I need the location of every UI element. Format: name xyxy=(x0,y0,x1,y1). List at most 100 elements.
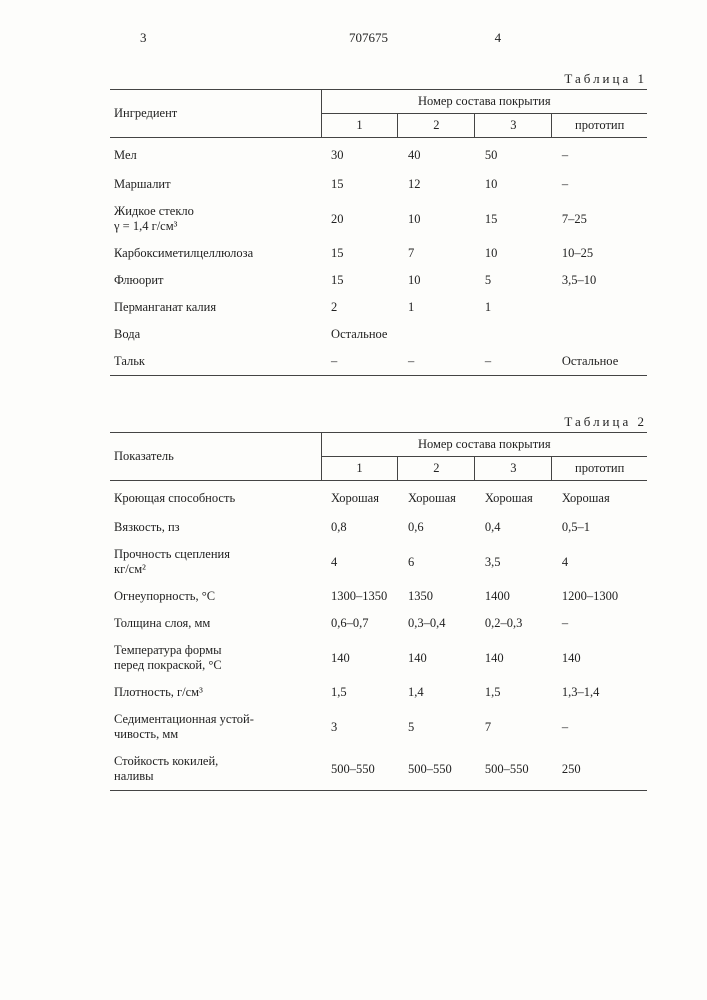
row-label: Седиментационная устой-чивость, мм xyxy=(110,706,321,748)
row-label: Прочность сцеплениякг/см² xyxy=(110,541,321,583)
row-label: Толщина слоя, мм xyxy=(110,610,321,637)
table-cell: 500–550 xyxy=(321,748,398,791)
table-row: Вязкость, пз0,80,60,40,5–1 xyxy=(110,514,647,541)
table-cell: 5 xyxy=(398,706,475,748)
table-row: Перманганат калия211 xyxy=(110,294,647,321)
table-cell: 1 xyxy=(475,294,552,321)
table-cell: 1,5 xyxy=(321,679,398,706)
table-row: Мел304050– xyxy=(110,138,647,172)
table-row: Седиментационная устой-чивость, мм357– xyxy=(110,706,647,748)
table-row: Плотность, г/см³1,51,41,51,3–1,4 xyxy=(110,679,647,706)
table-cell: 10–25 xyxy=(552,240,647,267)
table-cell: 140 xyxy=(398,637,475,679)
table1-col-3: 3 xyxy=(475,114,552,138)
table-cell: 30 xyxy=(321,138,398,172)
table-cell: 0,6–0,7 xyxy=(321,610,398,637)
row-label: Вязкость, пз xyxy=(110,514,321,541)
table-cell: 500–550 xyxy=(475,748,552,791)
table-cell xyxy=(398,321,475,348)
row-label: Температура формыперед покраской, °С xyxy=(110,637,321,679)
table-cell: 250 xyxy=(552,748,647,791)
table-cell: 500–550 xyxy=(398,748,475,791)
table-cell: 3,5 xyxy=(475,541,552,583)
page-number-right: 4 xyxy=(445,30,647,46)
table-cell: 3,5–10 xyxy=(552,267,647,294)
table-cell: 0,4 xyxy=(475,514,552,541)
table-cell: 15 xyxy=(321,267,398,294)
table-cell: – xyxy=(475,348,552,376)
table1-caption: Таблица 1 xyxy=(110,71,647,87)
table-cell: Хорошая xyxy=(552,481,647,515)
table1-header-span: Номер состава покрытия xyxy=(321,90,647,114)
table2-col-3: 3 xyxy=(475,457,552,481)
row-label: Перманганат калия xyxy=(110,294,321,321)
table-cell: 10 xyxy=(398,267,475,294)
table-cell: Хорошая xyxy=(321,481,398,515)
table-row: Карбоксиметилцеллюлоза1571010–25 xyxy=(110,240,647,267)
row-label: Мел xyxy=(110,138,321,172)
table-cell: 7 xyxy=(475,706,552,748)
table-row: Флюорит151053,5–10 xyxy=(110,267,647,294)
table2: Показатель Номер состава покрытия 1 2 3 … xyxy=(110,432,647,799)
table-cell: – xyxy=(321,348,398,376)
table-cell: 20 xyxy=(321,198,398,240)
table-cell: 0,2–0,3 xyxy=(475,610,552,637)
row-label: Тальк xyxy=(110,348,321,376)
table1-col-proto: прототип xyxy=(552,114,647,138)
table-cell: – xyxy=(552,171,647,198)
table-cell xyxy=(475,321,552,348)
table-cell: 10 xyxy=(398,198,475,240)
table-row: Кроющая способностьХорошаяХорошаяХорошая… xyxy=(110,481,647,515)
table-cell: 40 xyxy=(398,138,475,172)
table-row: Жидкое стеклоγ = 1,4 г/см³2010157–25 xyxy=(110,198,647,240)
table-cell: 1,5 xyxy=(475,679,552,706)
table-cell: 140 xyxy=(552,637,647,679)
table-cell: 1200–1300 xyxy=(552,583,647,610)
table-cell xyxy=(552,294,647,321)
table-row: ВодаОстальное xyxy=(110,321,647,348)
table-cell: 1350 xyxy=(398,583,475,610)
table-cell: Хорошая xyxy=(475,481,552,515)
table-row: Толщина слоя, мм0,6–0,70,3–0,40,2–0,3– xyxy=(110,610,647,637)
table-cell: 0,8 xyxy=(321,514,398,541)
table-cell: 3 xyxy=(321,706,398,748)
table-row: Стойкость кокилей,наливы500–550500–55050… xyxy=(110,748,647,791)
table-cell: 1300–1350 xyxy=(321,583,398,610)
row-label: Маршалит xyxy=(110,171,321,198)
table1-col-1: 1 xyxy=(321,114,398,138)
table-cell: 6 xyxy=(398,541,475,583)
table-row: Прочность сцеплениякг/см²463,54 xyxy=(110,541,647,583)
table2-header-indicator: Показатель xyxy=(110,433,321,481)
table-cell: – xyxy=(398,348,475,376)
row-label: Огнеупорность, °С xyxy=(110,583,321,610)
table2-col-1: 1 xyxy=(321,457,398,481)
table-cell: 50 xyxy=(475,138,552,172)
table-cell: 15 xyxy=(475,198,552,240)
table-cell: 1 xyxy=(398,294,475,321)
table-cell: 7 xyxy=(398,240,475,267)
document-number: 707675 xyxy=(292,30,444,46)
table1-header-ingredient: Ингредиент xyxy=(110,90,321,138)
table-row: Тальк–––Остальное xyxy=(110,348,647,376)
table-cell: 12 xyxy=(398,171,475,198)
table2-header-span: Номер состава покрытия xyxy=(321,433,647,457)
table-row: Температура формыперед покраской, °С1401… xyxy=(110,637,647,679)
table1-col-2: 2 xyxy=(398,114,475,138)
table-cell: 0,6 xyxy=(398,514,475,541)
table-cell: 140 xyxy=(321,637,398,679)
row-label: Плотность, г/см³ xyxy=(110,679,321,706)
page-header: 3 707675 4 xyxy=(110,30,647,46)
row-label: Вода xyxy=(110,321,321,348)
table-cell: 5 xyxy=(475,267,552,294)
table-cell: Остальное xyxy=(552,348,647,376)
table-cell: 0,5–1 xyxy=(552,514,647,541)
table-cell: Остальное xyxy=(321,321,398,348)
table-cell: 4 xyxy=(321,541,398,583)
row-label: Стойкость кокилей,наливы xyxy=(110,748,321,791)
table-cell: 10 xyxy=(475,240,552,267)
table-cell: 7–25 xyxy=(552,198,647,240)
table-cell: Хорошая xyxy=(398,481,475,515)
table-cell: – xyxy=(552,138,647,172)
table-cell: 4 xyxy=(552,541,647,583)
table1: Ингредиент Номер состава покрытия 1 2 3 … xyxy=(110,89,647,384)
